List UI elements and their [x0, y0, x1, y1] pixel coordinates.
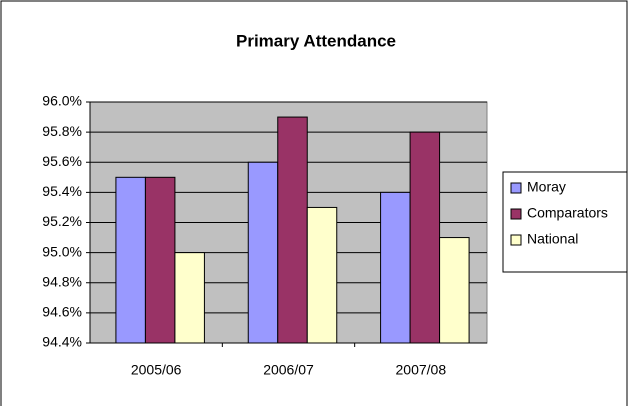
y-tick-label: 95.8% [42, 123, 82, 139]
legend-label: Comparators [527, 205, 608, 221]
bar [439, 237, 470, 344]
x-tick-label: 2006/07 [263, 362, 314, 378]
y-tick-label: 94.8% [42, 273, 82, 289]
bar [306, 206, 338, 344]
y-tick-label: 95.0% [42, 243, 82, 259]
legend-label: Moray [527, 179, 566, 195]
y-tick-label: 94.4% [42, 334, 82, 350]
legend-label: National [527, 231, 578, 247]
legend-box [502, 171, 628, 273]
y-tick-label: 95.2% [42, 213, 82, 229]
y-tick-label: 94.6% [42, 304, 82, 320]
bar [115, 176, 146, 344]
chart-title: Primary Attendance [236, 31, 396, 50]
y-tick-label: 95.4% [42, 183, 82, 199]
bar [174, 252, 205, 344]
y-tick-label: 96.0% [42, 93, 82, 109]
bar [247, 161, 279, 344]
bar [277, 116, 308, 344]
bar [144, 176, 176, 344]
legend-swatch [510, 208, 522, 220]
x-tick-label: 2007/08 [396, 362, 447, 378]
y-tick-label: 95.6% [42, 153, 82, 169]
legend-swatch [510, 182, 522, 194]
x-tick-label: 2005/06 [131, 362, 182, 378]
bar [409, 131, 441, 344]
bar [380, 191, 411, 344]
legend-swatch [510, 234, 522, 246]
